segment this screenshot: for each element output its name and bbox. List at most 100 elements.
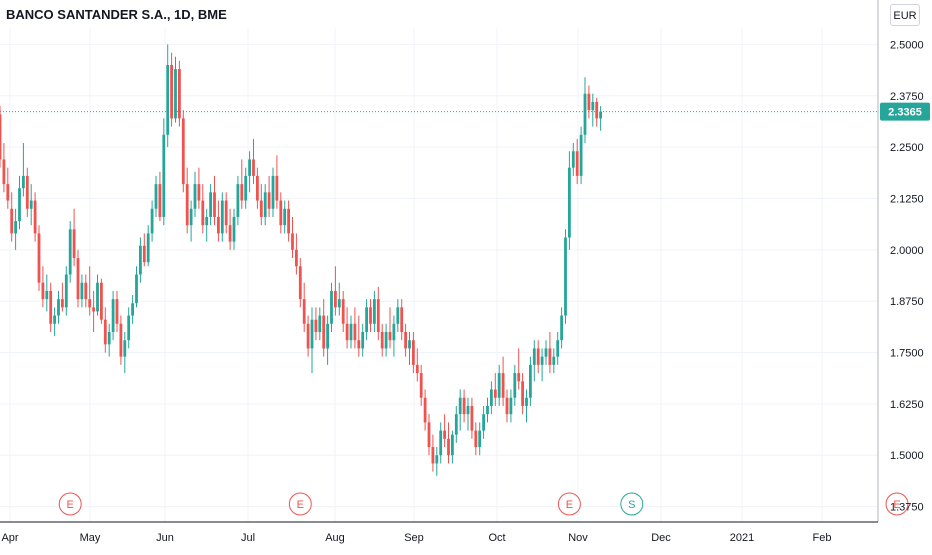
candle	[408, 332, 411, 365]
candle-body	[579, 134, 583, 176]
candle-body	[482, 414, 485, 431]
candle-body	[41, 282, 45, 300]
event-circle	[620, 492, 644, 516]
candle	[25, 167, 29, 217]
candle-body	[201, 200, 205, 226]
candle	[521, 373, 524, 415]
candle-body	[29, 200, 33, 209]
candle-body	[146, 233, 150, 263]
earnings-event-marker[interactable]: E	[58, 492, 82, 516]
candle-body	[380, 332, 384, 349]
candle-body	[384, 332, 388, 349]
x-tick-label: Jun	[156, 532, 174, 544]
candle-body	[369, 307, 372, 324]
last-price-label: 2.3365	[888, 107, 922, 119]
candle	[240, 159, 244, 209]
candle	[209, 184, 212, 226]
candle-body	[49, 290, 53, 324]
candle-body	[224, 200, 228, 226]
candle	[185, 167, 189, 234]
candle	[259, 184, 263, 226]
candle-body	[587, 93, 591, 111]
candle	[115, 290, 119, 332]
candle-body	[2, 159, 6, 185]
candle-body	[45, 290, 49, 300]
candle-body	[552, 356, 556, 365]
candle	[435, 447, 439, 476]
candle	[380, 323, 384, 357]
earnings-event-marker[interactable]: E	[288, 492, 312, 516]
candle-body	[154, 184, 158, 209]
candle	[505, 389, 509, 423]
candle	[174, 56, 177, 123]
x-tick-label: Nov	[568, 532, 588, 544]
currency-button[interactable]: EUR	[890, 4, 920, 26]
event-circle	[58, 492, 82, 516]
candle	[349, 315, 353, 349]
candle-body	[205, 216, 209, 226]
candle	[302, 282, 306, 332]
candle	[353, 307, 357, 349]
candle-body	[439, 430, 443, 456]
x-tick-label: Sep	[404, 532, 424, 544]
candle-body	[349, 323, 353, 341]
candle	[482, 405, 485, 439]
candle	[6, 167, 10, 209]
candle-body	[525, 397, 528, 406]
candle	[279, 192, 283, 234]
candle-body	[142, 245, 146, 263]
candle-body	[127, 315, 131, 341]
candle	[76, 249, 80, 308]
candle-body	[544, 348, 548, 357]
candle	[447, 422, 450, 464]
candle	[33, 192, 37, 242]
candle-body	[583, 93, 587, 135]
candle-body	[57, 299, 60, 316]
candle	[392, 315, 396, 357]
earnings-event-marker[interactable]: E	[885, 492, 909, 516]
candle	[490, 381, 493, 415]
candle	[53, 307, 56, 337]
candle	[72, 208, 76, 267]
y-tick-label: 2.3750	[890, 91, 924, 103]
candle-body	[123, 340, 127, 357]
x-tick-label: Jul	[241, 532, 255, 544]
candle	[513, 364, 517, 406]
candle-body	[454, 414, 458, 435]
candle	[443, 414, 446, 448]
candle-body	[217, 216, 220, 234]
candle	[201, 184, 205, 234]
split-event-marker[interactable]: S	[620, 492, 644, 516]
candle-body	[298, 266, 302, 300]
candle-body	[170, 64, 173, 119]
candle	[158, 171, 162, 222]
candle-body	[53, 315, 56, 324]
candle	[213, 175, 216, 226]
candle	[61, 282, 64, 312]
candle	[189, 200, 193, 242]
candle	[560, 307, 563, 349]
event-label: E	[893, 499, 900, 511]
candle-body	[135, 274, 138, 304]
candle-body	[314, 319, 318, 332]
candle-body	[361, 332, 365, 349]
event-circle	[885, 492, 909, 516]
candle-body	[357, 340, 361, 349]
candle-body	[228, 225, 232, 242]
candle	[64, 266, 68, 316]
candle-body	[427, 422, 431, 448]
y-tick-label: 1.3750	[890, 502, 924, 514]
candle	[244, 167, 248, 209]
candle	[478, 422, 482, 456]
candle-body	[474, 430, 478, 448]
candle	[599, 106, 602, 131]
candle	[474, 422, 478, 456]
earnings-event-marker[interactable]: E	[557, 492, 581, 516]
candle-body	[193, 184, 197, 209]
candle	[544, 340, 548, 365]
candle-body	[103, 319, 107, 345]
candle	[466, 397, 470, 431]
candle	[2, 143, 6, 193]
candle	[45, 274, 49, 312]
